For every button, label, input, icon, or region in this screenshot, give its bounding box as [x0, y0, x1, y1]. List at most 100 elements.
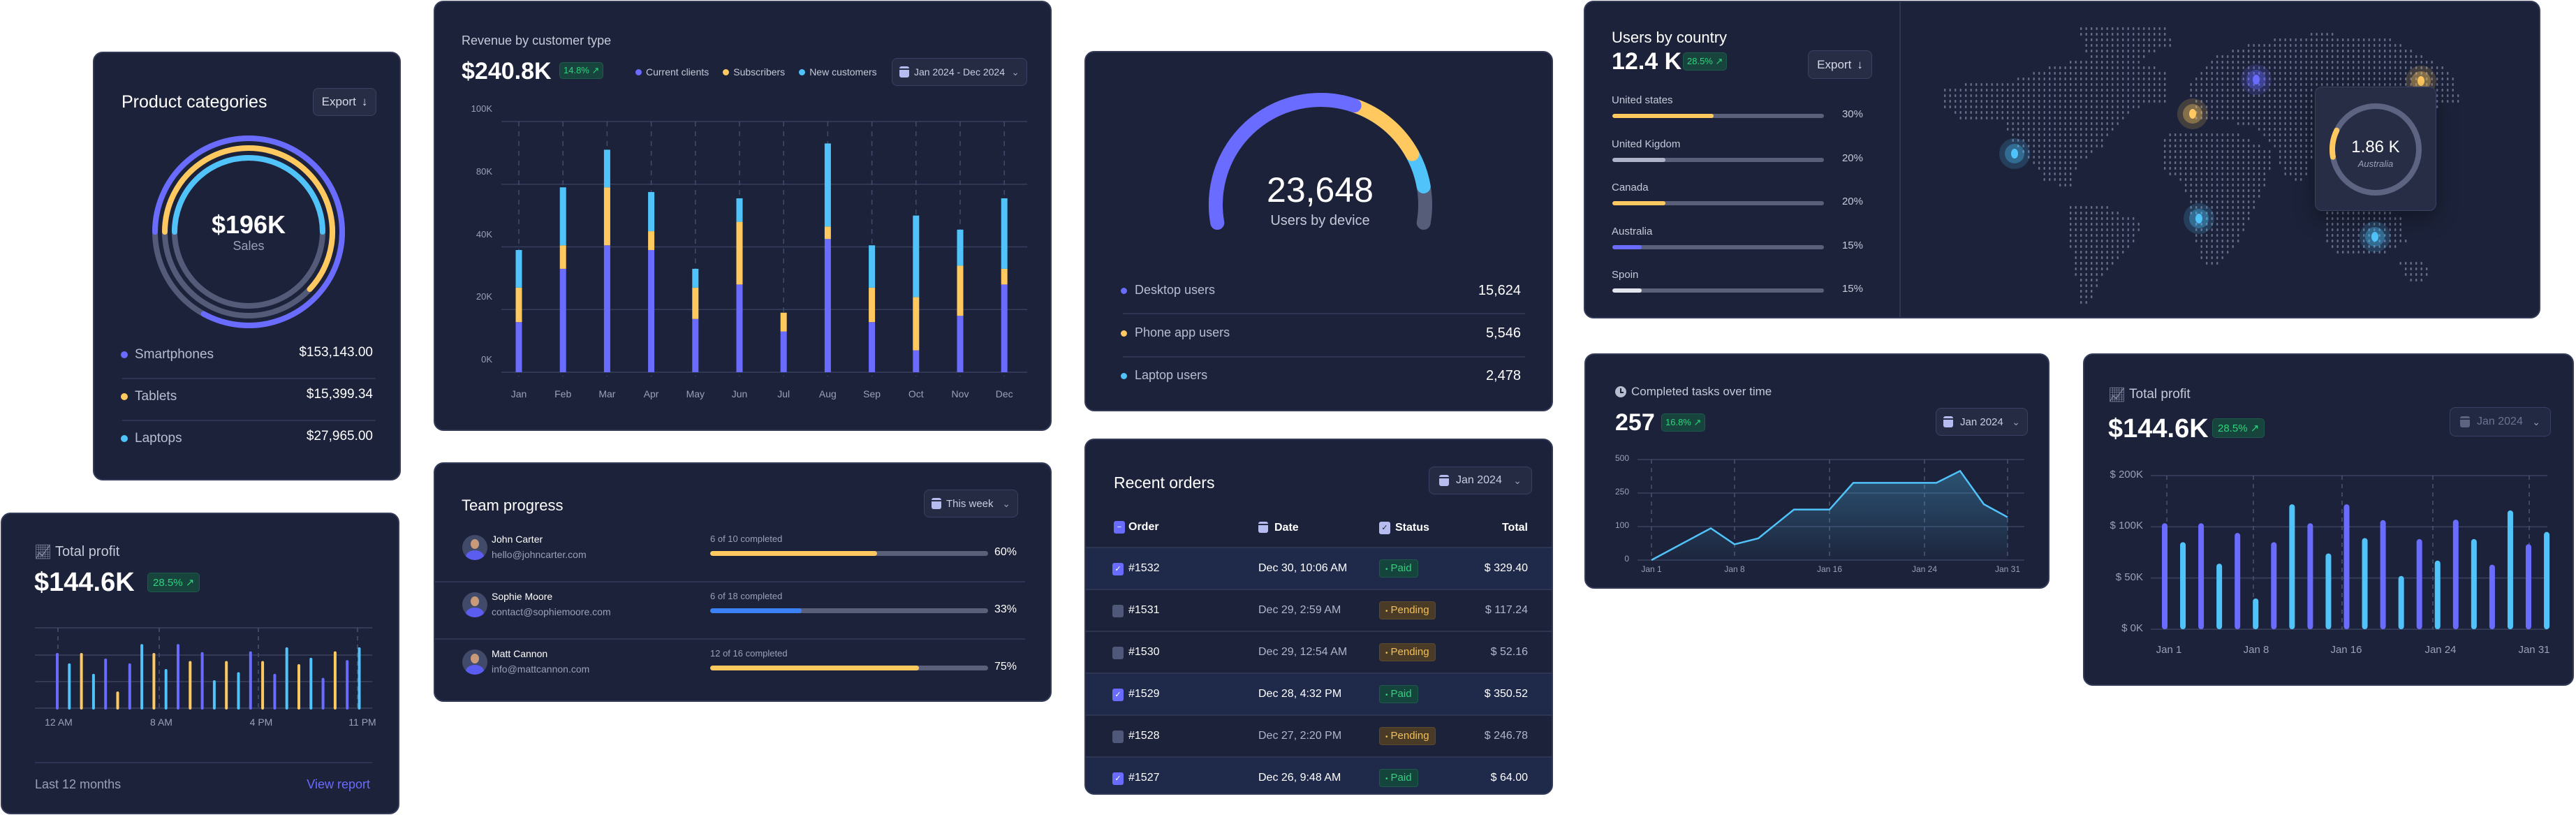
view-report-link[interactable]: View report — [307, 777, 370, 791]
map-dot — [2237, 167, 2239, 170]
map-dot — [2248, 145, 2250, 147]
map-dot — [2221, 145, 2223, 147]
row-checkbox[interactable] — [1112, 730, 1124, 743]
table-row[interactable]: #1528 Dec 27, 2:20 PM • Pending $ 246.78 — [1086, 714, 1552, 756]
legend-label: Smartphones — [135, 347, 214, 362]
table-row[interactable]: #1531 Dec 29, 2:59 AM • Pending $ 117.24 — [1086, 589, 1552, 631]
map-dot — [2399, 217, 2401, 220]
month-dropdown[interactable]: Jan 2024 ⌄ — [1936, 408, 2028, 436]
map-dot — [2096, 105, 2098, 108]
map-dot — [2457, 100, 2459, 103]
map-dot — [2326, 44, 2328, 47]
column-status[interactable]: Status — [1395, 522, 1429, 534]
map-dot — [2112, 122, 2114, 125]
map-dot — [2185, 178, 2187, 181]
table-row[interactable]: ✓ #1529 Dec 28, 4:32 PM • Paid $ 350.52 — [1086, 673, 1552, 714]
export-button[interactable]: Export ↓ — [1808, 50, 1872, 79]
period-dropdown[interactable]: This week ⌄ — [924, 490, 1018, 517]
map-dot — [2211, 145, 2213, 147]
map-dot — [2221, 161, 2223, 164]
progress-percent: 33% — [994, 603, 1017, 615]
row-checkbox[interactable]: ✓ — [1112, 563, 1124, 575]
month-dropdown[interactable]: Jan 2024 ⌄ — [1429, 467, 1532, 494]
map-dot — [2284, 105, 2286, 108]
map-dot — [2091, 55, 2093, 58]
row-checkbox[interactable] — [1112, 647, 1124, 659]
map-dot — [2169, 44, 2171, 47]
map-dot — [2420, 66, 2422, 69]
map-dot — [2452, 89, 2454, 91]
map-dot — [2269, 161, 2271, 164]
map-dot — [2012, 83, 2014, 86]
map-dot — [2290, 156, 2292, 159]
map-dot — [2148, 38, 2150, 41]
map-dot — [2148, 100, 2150, 103]
column-order[interactable]: Order — [1128, 521, 1159, 533]
table-row[interactable]: ✓ #1532 Dec 30, 10:06 AM • Paid $ 329.40 — [1086, 547, 1552, 589]
order-date: Dec 29, 12:54 AM — [1258, 646, 1348, 658]
map-dot — [2316, 33, 2318, 36]
table-row[interactable]: #1530 Dec 29, 12:54 AM • Pending $ 52.16 — [1086, 631, 1552, 673]
map-dot — [2112, 228, 2114, 231]
map-dot — [2290, 44, 2292, 47]
map-dot — [2038, 78, 2040, 80]
map-dot — [2154, 83, 2156, 86]
map-dot — [1980, 100, 1982, 103]
map-dot — [2158, 38, 2161, 41]
table-row[interactable]: ✓ #1527 Dec 26, 9:48 AM • Paid $ 64.00 — [1086, 756, 1552, 793]
calendar-icon — [1943, 416, 1953, 427]
map-dot — [2206, 178, 2208, 181]
map-dot — [2295, 66, 2297, 69]
card-title: Total profit — [2129, 387, 2191, 402]
map-dot — [2064, 150, 2066, 153]
map-dot — [2070, 245, 2072, 248]
map-dot — [2248, 156, 2250, 159]
map-dot — [2091, 240, 2093, 242]
map-dot — [2263, 172, 2265, 175]
map-dot — [2059, 100, 2061, 103]
y-tick-label: 40K — [476, 228, 492, 240]
map-dot — [2137, 33, 2140, 36]
map-dot — [2284, 139, 2286, 142]
map-dot — [2441, 72, 2443, 75]
map-dot — [2033, 105, 2035, 108]
map-dot — [2242, 184, 2244, 186]
map-dot — [2311, 150, 2313, 153]
map-dot — [2384, 240, 2386, 242]
map-dot — [2227, 195, 2229, 198]
row-checkbox[interactable]: ✓ — [1112, 689, 1124, 701]
map-dot — [2091, 50, 2093, 52]
map-dot — [2012, 139, 2014, 142]
map-dot — [2028, 78, 2030, 80]
map-dot — [2237, 105, 2239, 108]
export-button[interactable]: Export ↓ — [313, 88, 376, 116]
map-dot — [2274, 111, 2276, 114]
map-dot — [2232, 245, 2234, 248]
map-dot — [2295, 133, 2297, 136]
legend-label: Current clients — [646, 66, 709, 78]
map-dot — [2342, 228, 2344, 231]
map-dot — [2332, 228, 2334, 231]
map-dot — [2148, 94, 2150, 97]
tasks-total: 257 — [1615, 409, 1655, 436]
map-dot — [2143, 100, 2145, 103]
map-dot — [2200, 206, 2202, 209]
month-dropdown[interactable]: Jan 2024 ⌄ — [2450, 407, 2551, 436]
date-range-dropdown[interactable]: Jan 2024 - Dec 2024 ⌄ — [892, 58, 1027, 86]
map-dot — [2305, 117, 2307, 119]
column-total[interactable]: Total — [1501, 522, 1528, 534]
map-dot — [2227, 223, 2229, 226]
map-dot — [2122, 228, 2124, 231]
column-date[interactable]: Date — [1274, 522, 1299, 534]
map-dot — [2059, 167, 2061, 170]
map-dot — [2227, 217, 2229, 220]
map-dot — [2274, 55, 2276, 58]
map-dot — [2353, 240, 2355, 242]
map-dot — [2363, 38, 2365, 41]
bar-segment-subscribers — [736, 221, 743, 285]
select-all-checkbox[interactable]: − — [1114, 521, 1125, 534]
row-checkbox[interactable] — [1112, 605, 1124, 617]
map-dot — [2368, 251, 2370, 254]
map-dot — [2368, 38, 2370, 41]
row-checkbox[interactable]: ✓ — [1112, 772, 1124, 785]
